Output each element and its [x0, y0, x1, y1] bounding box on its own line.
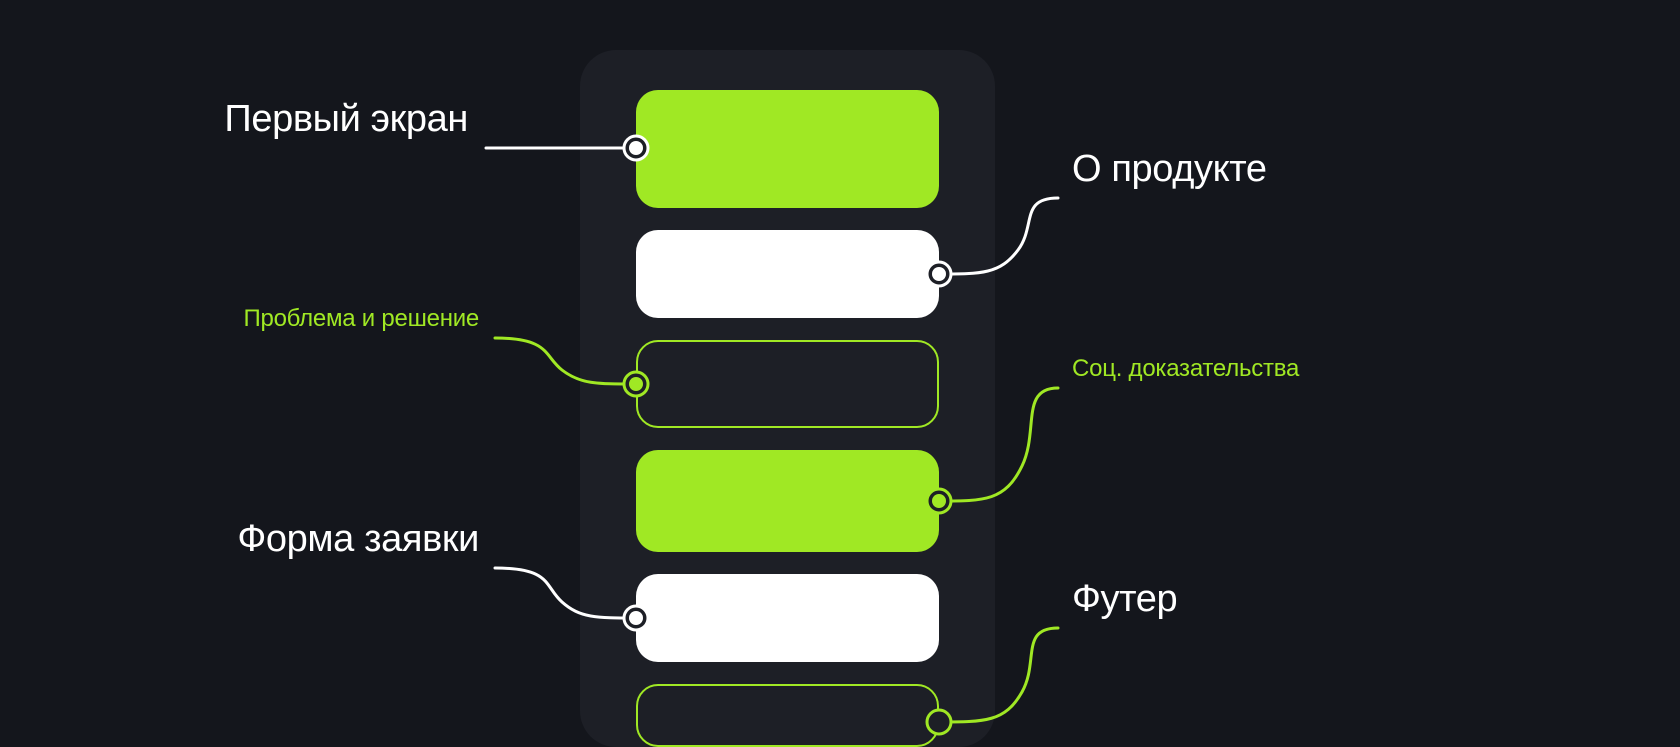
section-block-b2 [636, 230, 939, 318]
annotation-label-l6: Футер [1072, 578, 1177, 621]
section-block-b5 [636, 574, 939, 662]
section-block-b1 [636, 90, 939, 208]
annotation-label-l4: Соц. доказательства [1072, 355, 1299, 383]
diagram-canvas: Первый экран О продукте Проблема и решение… [0, 0, 1680, 747]
section-block-b3 [636, 340, 939, 428]
section-block-b4 [636, 450, 939, 552]
annotation-label-l3: Проблема и решение [243, 305, 479, 333]
annotation-label-l2: О продукте [1072, 148, 1267, 191]
section-block-b6 [636, 684, 939, 747]
annotation-label-l5: Форма заявки [237, 518, 479, 561]
annotation-label-l1: Первый экран [224, 98, 468, 141]
